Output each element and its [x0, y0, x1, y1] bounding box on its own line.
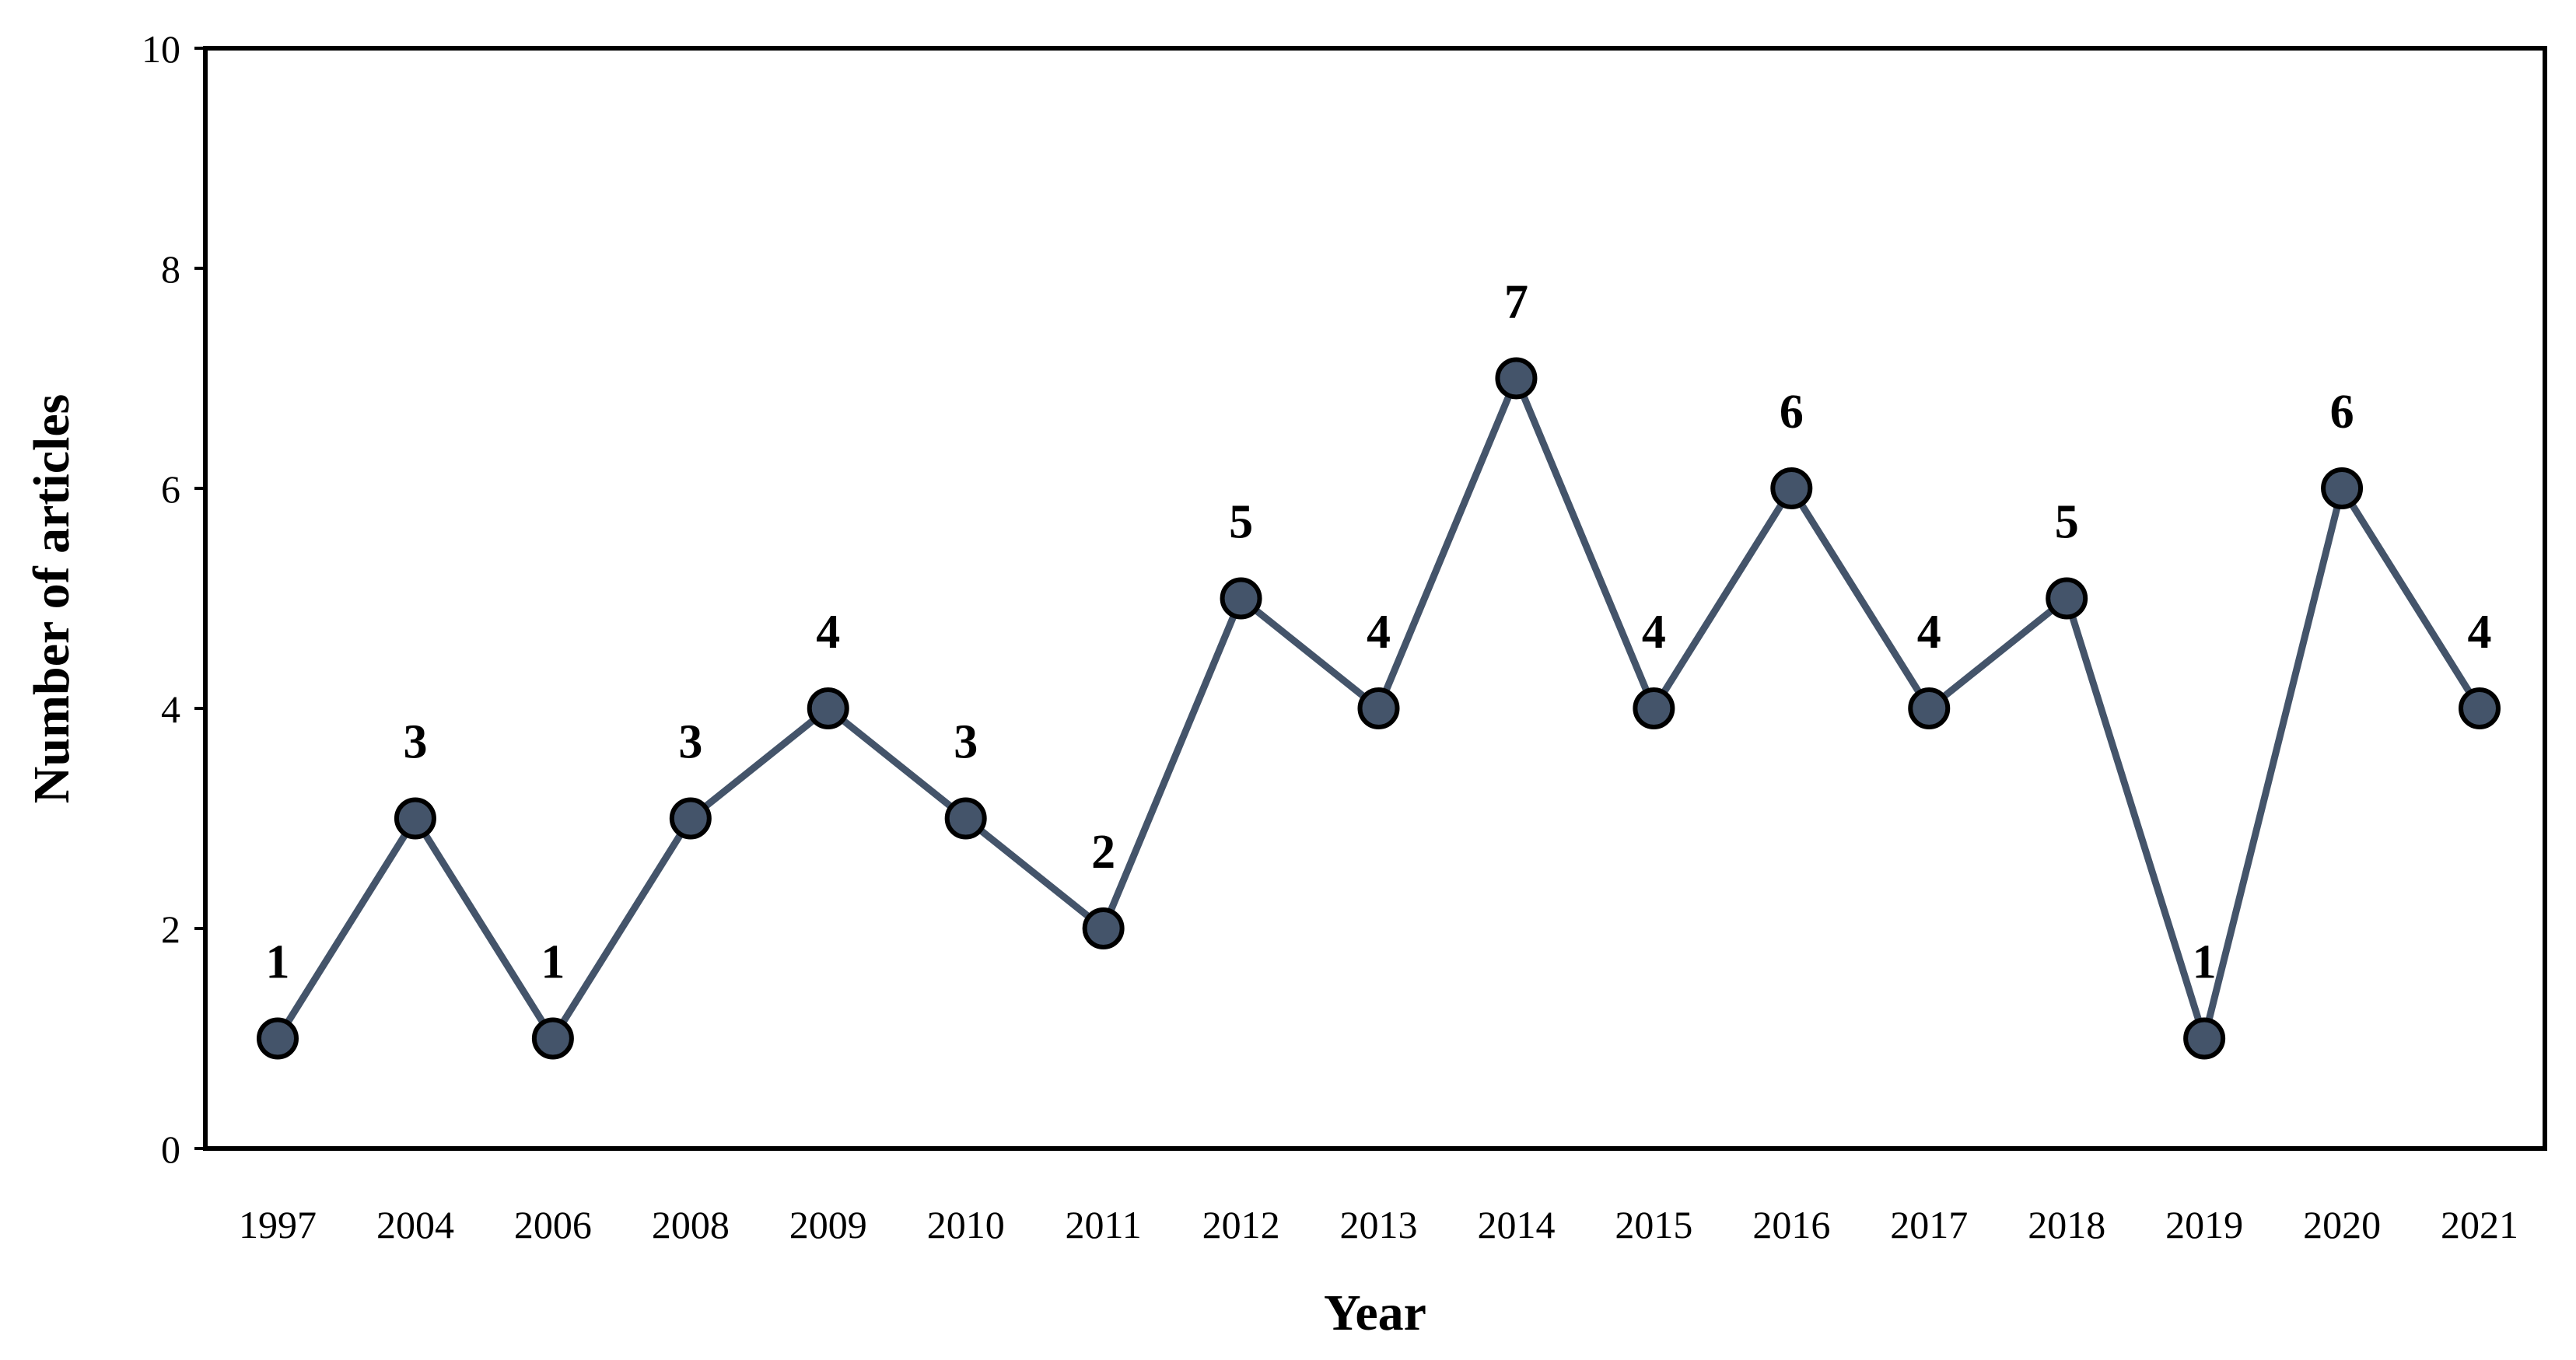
x-tick-label: 2008: [652, 1203, 730, 1246]
data-point: [1220, 577, 1262, 620]
x-tick-label: 2004: [376, 1203, 454, 1246]
data-point: [394, 797, 436, 840]
x-tick-label: 2017: [1890, 1203, 1968, 1246]
data-point: [257, 1017, 299, 1060]
data-label: 4: [816, 606, 840, 659]
data-point: [807, 687, 849, 729]
data-label: 6: [1780, 386, 1804, 439]
x-tick-label: 1997: [239, 1203, 317, 1246]
x-tick-label: 2013: [1340, 1203, 1418, 1246]
x-tick-label: 2018: [2028, 1203, 2105, 1246]
data-label: 2: [1091, 826, 1115, 879]
data-label: 5: [1229, 496, 1253, 549]
data-label: 6: [2330, 386, 2354, 439]
x-tick-label: 2015: [1615, 1203, 1692, 1246]
y-tick-label: 8: [161, 247, 180, 291]
data-label: 3: [954, 716, 978, 769]
data-point: [1770, 467, 1813, 509]
data-point: [1908, 687, 1951, 729]
x-tick-label: 2010: [927, 1203, 1005, 1246]
x-tick-label: 2012: [1202, 1203, 1280, 1246]
data-label: 7: [1504, 276, 1528, 329]
x-tick-label: 2021: [2441, 1203, 2518, 1246]
data-label: 4: [1367, 606, 1391, 659]
y-tick-label: 2: [161, 907, 180, 951]
data-label: 1: [2193, 936, 2217, 989]
data-point: [1082, 907, 1125, 949]
data-label: 3: [678, 716, 702, 769]
y-tick-label: 0: [161, 1128, 180, 1171]
data-point: [2046, 577, 2088, 620]
data-label: 4: [1917, 606, 1941, 659]
data-point: [1357, 687, 1400, 729]
data-point: [1633, 687, 1675, 729]
data-label: 1: [266, 936, 290, 989]
x-axis-title: Year: [1324, 1285, 1426, 1341]
data-point: [1495, 357, 1538, 400]
y-tick-label: 10: [142, 27, 180, 71]
y-tick-label: 6: [161, 467, 180, 511]
x-tick-label: 2019: [2165, 1203, 2243, 1246]
data-point: [2183, 1017, 2226, 1060]
data-label: 1: [541, 936, 565, 989]
data-label: 4: [1642, 606, 1666, 659]
data-label: 3: [403, 716, 427, 769]
plot-frame: [203, 46, 2547, 1151]
data-point: [2321, 467, 2364, 509]
data-point: [531, 1017, 574, 1060]
data-label: 4: [2468, 606, 2492, 659]
y-tick-label: 4: [161, 687, 180, 731]
x-tick-label: 2014: [1477, 1203, 1555, 1246]
data-point: [2459, 687, 2501, 729]
data-points: [257, 357, 2501, 1060]
y-axis: 0 2 4 6 8 10: [142, 27, 205, 1171]
x-axis: 1997 2004 2006 2008 2009 2010 2011 2012 2013 2014…: [239, 1203, 2518, 1246]
data-labels: 1 3 1 3 4 3 2 5 4 7 4 6 4 5 1 6 4: [266, 276, 2492, 989]
data-point: [944, 797, 987, 840]
y-axis-title: Number of articles: [23, 394, 80, 804]
x-tick-label: 2006: [514, 1203, 592, 1246]
x-tick-label: 2020: [2303, 1203, 2381, 1246]
data-label: 5: [2055, 496, 2079, 549]
x-tick-label: 2009: [789, 1203, 867, 1246]
x-tick-label: 2016: [1752, 1203, 1830, 1246]
data-point: [669, 797, 712, 840]
x-tick-label: 2011: [1066, 1203, 1142, 1246]
